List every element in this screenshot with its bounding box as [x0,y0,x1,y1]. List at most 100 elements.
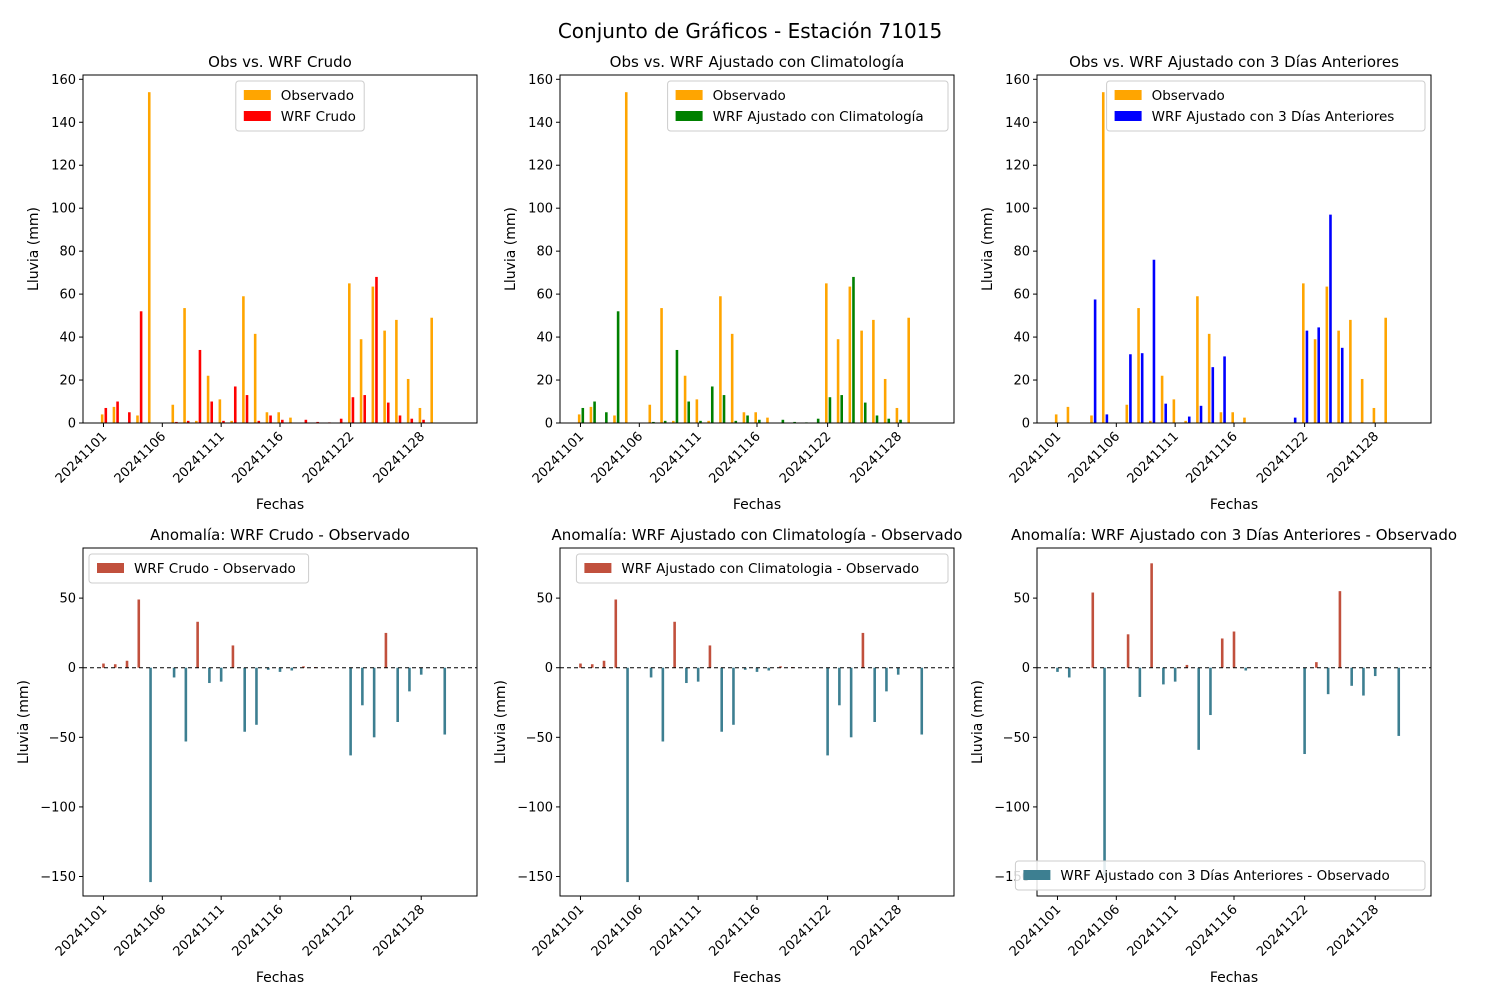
y-tick-label: −150 [40,870,76,885]
bar-observado [883,378,887,423]
bar-observado [624,92,628,424]
anomaly-bar [361,667,364,706]
bar-wrf [410,418,414,423]
bar-observado [1101,92,1105,424]
bar-wrf [186,420,190,423]
bar-observado [1337,330,1340,423]
y-tick-label: −100 [40,800,76,815]
bar-wrf [198,349,202,423]
bar-wrf [304,419,308,423]
anomaly-bar [743,667,747,670]
bar-wrf [1187,416,1191,423]
y-tick-label: 120 [528,159,553,174]
bar-observado [289,417,292,423]
bar-observado [719,296,722,423]
anomaly-bar [255,667,258,725]
y-tick-label: 40 [1013,331,1030,346]
bar-wrf [339,418,343,423]
bar-observado [872,319,875,423]
bar-wrf [1223,356,1226,423]
bar-wrf [887,418,891,423]
y-tick-label: 100 [1005,202,1030,217]
bar-observado [348,283,351,423]
anomaly-bar [614,599,618,668]
y-axis-label: Lluvia (mm) [493,680,509,764]
anomaly-bar [1091,592,1095,668]
x-tick-label: 20241101 [530,902,587,959]
bar-observado [848,286,852,423]
anomaly-bar [1067,667,1071,678]
x-tick-label: 20241106 [112,902,169,959]
bar-wrf [245,395,249,423]
bar-observado [383,330,386,423]
y-tick-label: 20 [1013,374,1030,389]
x-tick-label: 20241122 [1254,429,1311,486]
anomaly-bar [1209,667,1212,716]
y-axis-label: Lluvia (mm) [26,207,42,291]
anomaly-bar [278,667,282,672]
y-tick-label: 160 [1005,73,1030,88]
bar-wrf [281,419,284,423]
bar-observado [1149,420,1152,423]
bar-observado [577,414,581,423]
anomaly-bar [896,667,900,675]
anomaly-bar [1138,667,1142,697]
legend-box [575,553,949,584]
x-tick-label: 20241101 [53,429,110,486]
y-tick-label: −100 [517,800,553,815]
x-tick-label: 20241122 [1254,902,1311,959]
anomaly-bar [113,664,117,668]
x-tick-label: 20241111 [1125,429,1182,486]
chart-panel-4: Anomalía: WRF Crudo - Observado −150 −100 −… [16,526,478,986]
y-tick-label: 50 [1013,592,1030,607]
bar-observado [218,399,222,423]
bar-wrf [828,397,832,423]
bar-observado [742,412,746,423]
anomaly-bar [302,666,305,668]
anomaly-bar [137,599,141,668]
bar-observado [754,412,757,423]
x-tick-label: 20241116 [1183,902,1240,959]
legend-label: WRF Ajustado con 3 Días Anteriores - Obs… [1060,868,1389,884]
bar-wrf [1199,405,1203,423]
bar-wrf [840,395,844,423]
legend-swatch [243,90,271,100]
bar-observado [277,412,280,423]
bar-observado [1090,415,1093,423]
bar-wrf [875,415,879,423]
anomaly-bar [732,667,735,725]
anomaly-bar [1397,667,1401,736]
anomaly-bar [1350,667,1353,686]
y-tick-label: 160 [51,73,76,88]
legend-label: Observado [713,88,786,104]
bar-wrf [1340,347,1344,423]
bar-wrf [616,311,620,423]
bar-wrf [1211,367,1215,423]
legend-label: Observado [281,88,354,104]
bar-observado [1313,339,1317,423]
axes-frame [82,547,478,897]
bar-observado [766,417,769,423]
y-tick-label: −50 [1003,731,1030,746]
bar-observado [183,308,186,423]
anomaly-bar [1326,667,1330,695]
anomaly-bar [590,664,594,668]
anomaly-bar [196,621,199,668]
bar-observado [206,375,210,423]
x-tick-label: 20241106 [1066,902,1123,959]
anomaly-bar [861,632,865,668]
bar-wrf [104,407,108,423]
anomaly-bar [1244,667,1248,671]
legend-label: WRF Crudo - Observado [134,561,296,577]
y-axis-label: Lluvia (mm) [970,680,986,764]
anomaly-bar [920,667,924,735]
bar-wrf [222,420,225,423]
legend: Observado WRF Ajustado con Climatología [667,80,949,132]
legend-swatch [1023,870,1051,880]
panel-title: Obs vs. WRF Ajustado con Climatología [610,53,905,71]
bar-observado [1302,283,1305,423]
y-tick-label: 80 [536,245,553,260]
x-tick-label: 20241128 [848,429,905,486]
anomaly-bar [885,667,888,692]
y-axis-label: Lluvia (mm) [503,207,519,291]
